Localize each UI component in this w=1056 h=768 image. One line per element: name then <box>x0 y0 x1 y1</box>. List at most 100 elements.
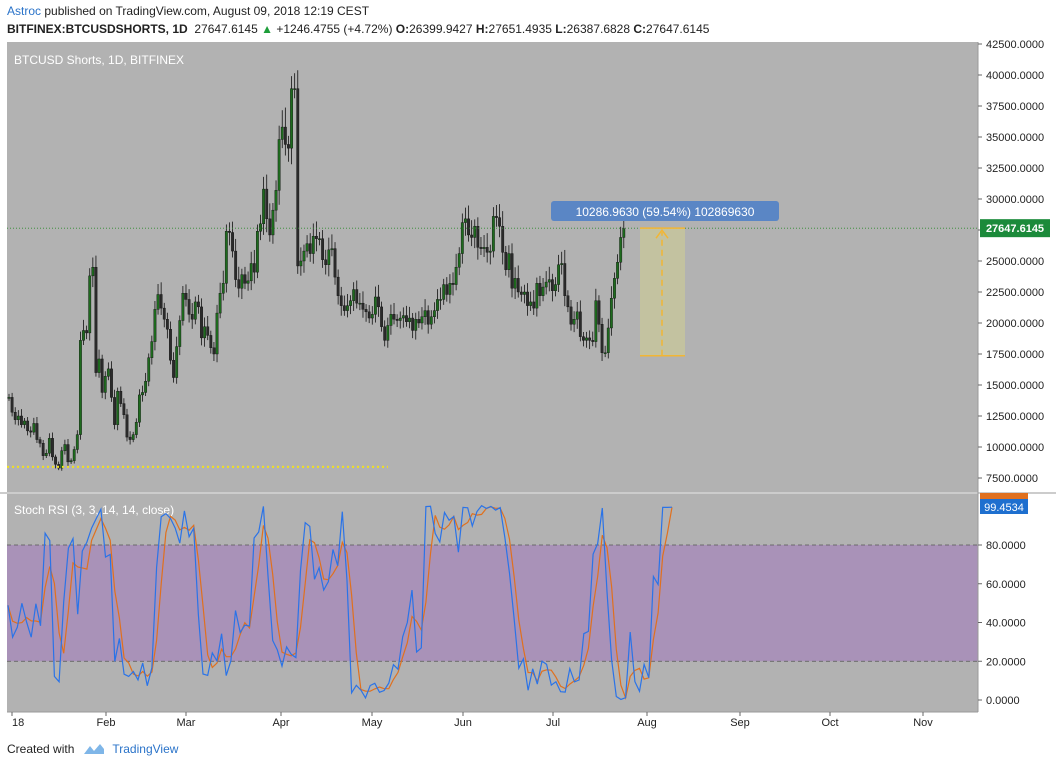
candle-body <box>228 231 231 233</box>
change-arrow-icon: ▲ <box>261 22 273 36</box>
candle-body <box>498 217 501 227</box>
stoch-k-tag-text: 99.4534 <box>984 502 1024 514</box>
candle-body <box>606 327 610 353</box>
price-tick-label: 35000.0000 <box>986 132 1044 144</box>
time-tick-label: 18 <box>12 717 24 729</box>
price-pane-background[interactable] <box>7 42 978 492</box>
candle-body <box>138 394 141 423</box>
last-price-tag-text: 27647.6145 <box>986 223 1044 235</box>
price-tick-label: 30000.0000 <box>986 194 1044 206</box>
last-price-tag <box>980 219 1050 238</box>
candle-body <box>364 309 368 313</box>
candle-body <box>165 319 169 330</box>
stoch-tick-label: 20.0000 <box>986 656 1026 668</box>
candle-body <box>386 325 390 341</box>
candle-body <box>491 216 495 252</box>
candle-body <box>150 341 154 358</box>
candle-body <box>215 312 219 355</box>
candle-body <box>603 352 607 354</box>
candle-body <box>234 250 238 280</box>
candle-body <box>532 301 536 309</box>
candle-body <box>60 450 64 469</box>
created-with-text: Created with <box>7 742 75 756</box>
stoch-tick-label: 80.0000 <box>986 540 1026 552</box>
candle-body <box>442 284 446 300</box>
candle-body <box>172 360 175 378</box>
candle-body <box>54 456 57 465</box>
candle-body <box>144 381 148 393</box>
candle-body <box>103 376 107 393</box>
price-tick-label: 42500.0000 <box>986 40 1044 51</box>
candle-body <box>243 274 247 284</box>
candle-body <box>401 315 405 319</box>
candle-body <box>75 434 79 450</box>
candle-body <box>280 126 284 140</box>
candle-body <box>16 415 20 420</box>
candle-body <box>330 248 334 251</box>
candle-body <box>153 309 157 342</box>
candle-body <box>380 306 383 327</box>
time-tick-label: Feb <box>97 717 116 729</box>
candle-body <box>100 358 104 393</box>
candle-body <box>296 88 300 267</box>
candle-body <box>308 243 312 254</box>
tradingview-link[interactable]: TradingView <box>112 742 179 756</box>
candle-body <box>501 226 505 253</box>
candle-body <box>445 284 449 295</box>
candle-body <box>97 358 101 373</box>
candle-body <box>339 295 343 306</box>
candle-body <box>342 305 346 311</box>
price-tick-label: 10000.0000 <box>986 442 1044 454</box>
candle-body <box>35 423 39 440</box>
stoch-tick-label: 0.0000 <box>986 695 1020 707</box>
candle-body <box>240 274 244 289</box>
candle-body <box>457 253 461 268</box>
candle-body <box>349 300 352 306</box>
candle-body <box>66 444 70 463</box>
candle-body <box>451 283 455 285</box>
candle-body <box>69 460 73 463</box>
candle-body <box>221 283 225 294</box>
price-pane-title: BTCUSD Shorts, 1D, BITFINEX <box>14 53 184 67</box>
candle-body <box>355 289 359 304</box>
candle-body <box>249 263 253 282</box>
candle-body <box>392 314 396 320</box>
chart-canvas[interactable]: 42500.0000 40000.0000 37500.0000 35000.0000… <box>0 40 1056 736</box>
candle-body <box>190 314 194 320</box>
candle-body <box>470 234 474 238</box>
candle-body <box>597 300 601 325</box>
candle-body <box>429 316 433 325</box>
candle-body <box>116 391 120 425</box>
candle-body <box>256 231 259 273</box>
stoch-tick-label: 40.0000 <box>986 618 1026 630</box>
candle-body <box>44 453 48 456</box>
measure-label-background <box>551 201 779 221</box>
candle-body <box>464 218 467 223</box>
time-tick-label: Jun <box>454 717 472 729</box>
candle-body <box>119 391 123 404</box>
stoch-k-line <box>7 504 673 701</box>
candle-body <box>290 88 293 149</box>
stoch-band <box>7 545 978 662</box>
candle-body <box>197 301 200 308</box>
candle-body <box>495 216 498 218</box>
candle-body <box>305 243 309 252</box>
candle-body <box>287 144 290 149</box>
candle-body <box>622 228 626 238</box>
candle-body <box>367 311 371 319</box>
candle-body <box>377 296 380 308</box>
candle-body <box>609 298 613 329</box>
candle-body <box>448 283 452 295</box>
candle-body <box>51 438 54 458</box>
price-tick-label: 12500.0000 <box>986 411 1044 423</box>
time-tick-label: Aug <box>637 717 657 729</box>
candle-body <box>346 305 349 311</box>
author-link[interactable]: Astroc <box>7 4 42 18</box>
candle-body <box>439 299 442 301</box>
candle-body <box>113 397 116 425</box>
candle-body <box>82 330 85 341</box>
time-tick-label: Nov <box>913 717 933 729</box>
candle-body <box>252 263 256 273</box>
candle-body <box>20 415 23 425</box>
candle-body <box>203 326 207 339</box>
